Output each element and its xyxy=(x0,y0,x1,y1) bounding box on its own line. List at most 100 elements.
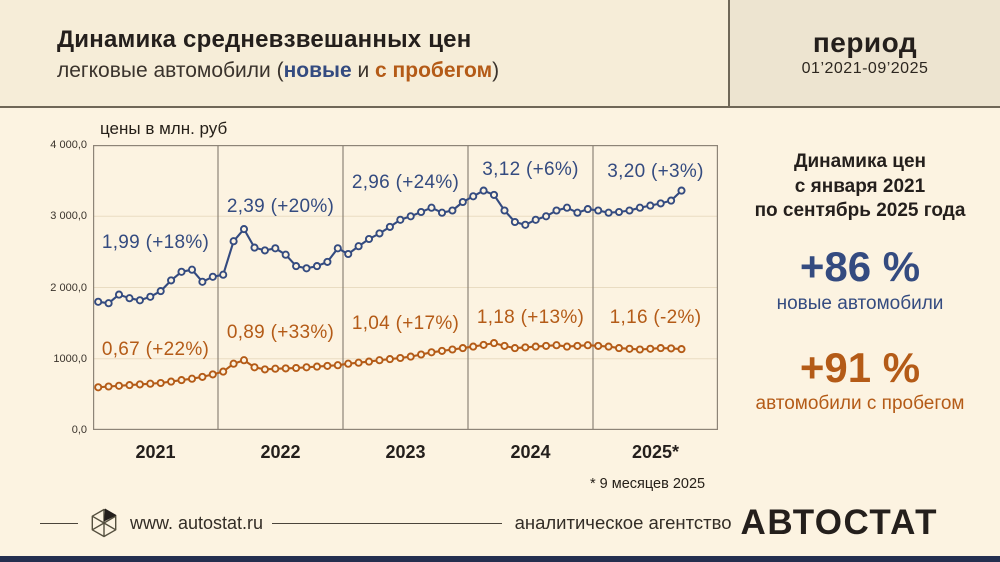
data-point-marker xyxy=(198,277,207,286)
data-point-marker xyxy=(250,363,259,372)
data-point-marker xyxy=(625,206,634,215)
data-point-marker xyxy=(364,234,374,244)
data-point-marker xyxy=(594,341,603,350)
data-point-marker xyxy=(146,292,155,301)
y-axis-tick-label: 1000,0 xyxy=(53,352,87,365)
yearly-average-annotation-new: 2,39 (+20%) xyxy=(226,196,335,217)
data-point-marker xyxy=(469,342,478,351)
page-subtitle: легковые автомобили (новые и с пробегом) xyxy=(57,59,728,83)
data-point-marker xyxy=(104,299,113,308)
data-point-marker xyxy=(281,250,290,259)
data-point-marker xyxy=(229,237,238,246)
brand-name: АВТОСТАТ xyxy=(740,503,938,542)
used-cars-growth-value: +91 % xyxy=(799,344,921,392)
data-point-marker xyxy=(385,355,394,364)
data-point-marker xyxy=(187,374,197,383)
data-point-marker xyxy=(531,342,540,351)
data-point-marker xyxy=(583,341,592,350)
data-point-marker xyxy=(167,276,176,285)
autostat-wheel-logo-icon xyxy=(91,508,117,538)
data-point-marker xyxy=(500,206,509,215)
data-point-marker xyxy=(114,381,124,390)
summary-heading-line1: Динамика цен xyxy=(793,151,927,172)
data-point-marker xyxy=(177,376,186,385)
data-point-marker xyxy=(146,379,155,388)
data-point-marker xyxy=(323,361,332,370)
data-point-marker xyxy=(354,358,363,367)
yearly-average-annotation-new: 3,12 (+6%) xyxy=(482,159,579,180)
data-point-marker xyxy=(427,348,436,357)
data-point-marker xyxy=(479,340,488,349)
data-point-marker xyxy=(260,246,269,255)
subtitle-new-highlight: новые xyxy=(283,58,352,82)
yearly-average-annotation-used: 1,18 (+13%) xyxy=(476,307,585,328)
data-point-marker xyxy=(635,345,644,354)
summary-panel: Динамика цен с января 2021 по сентябрь 2… xyxy=(728,150,992,415)
yearly-average-annotation-new: 2,96 (+24%) xyxy=(351,172,460,193)
data-point-marker xyxy=(292,262,301,271)
data-point-marker xyxy=(135,296,144,305)
data-point-marker xyxy=(469,192,478,201)
yearly-average-annotation-new: 3,20 (+3%) xyxy=(607,161,704,182)
yearly-average-annotation-used: 0,89 (+33%) xyxy=(226,322,335,343)
website-url: www. autostat.ru xyxy=(130,512,264,533)
period-box: период 01’2021-09’2025 xyxy=(728,0,1000,106)
data-point-marker xyxy=(312,262,322,271)
data-point-marker xyxy=(542,341,551,350)
data-point-marker xyxy=(573,341,582,350)
new-cars-growth-label: новые автомобили xyxy=(776,293,944,315)
data-point-marker xyxy=(677,186,686,195)
data-point-marker xyxy=(552,341,561,350)
period-label: период xyxy=(812,26,918,58)
data-point-marker xyxy=(417,207,426,217)
data-point-marker xyxy=(156,378,165,388)
footer: www. autostat.ru аналитическое агентство… xyxy=(0,502,1000,544)
data-point-marker xyxy=(177,267,186,276)
data-point-marker xyxy=(614,207,624,217)
data-point-marker xyxy=(583,205,592,214)
data-point-marker xyxy=(271,364,280,373)
data-point-marker xyxy=(448,345,457,354)
data-point-marker xyxy=(187,265,197,274)
data-point-marker xyxy=(458,344,467,353)
data-point-marker xyxy=(646,344,655,353)
data-point-marker xyxy=(656,199,665,208)
data-point-marker xyxy=(479,186,488,195)
data-point-marker xyxy=(302,363,311,372)
x-axis-year-label: 2023 xyxy=(385,442,426,462)
data-point-marker xyxy=(667,196,676,205)
data-point-marker xyxy=(333,361,342,370)
data-point-marker xyxy=(344,359,353,368)
chart-footnote: * 9 месяцев 2025 xyxy=(590,476,706,492)
subtitle-used-highlight: с пробегом xyxy=(375,58,493,82)
data-point-marker xyxy=(646,201,655,210)
y-axis-tick-label: 0,0 xyxy=(71,424,87,436)
y-axis-tick-label: 3 000,0 xyxy=(50,210,87,223)
agency-caption: аналитическое агентство xyxy=(514,512,732,533)
data-point-marker xyxy=(656,344,665,353)
data-point-marker xyxy=(281,364,290,373)
data-point-marker xyxy=(239,225,249,234)
data-point-marker xyxy=(594,206,603,215)
data-point-marker xyxy=(406,352,415,361)
yearly-average-annotation-used: 1,16 (-2%) xyxy=(609,307,702,328)
data-point-marker xyxy=(375,356,384,365)
data-point-marker xyxy=(562,203,572,212)
data-point-marker xyxy=(458,197,467,207)
data-point-marker xyxy=(510,217,519,227)
price-line-chart xyxy=(93,145,718,430)
data-point-marker xyxy=(229,359,238,368)
data-point-marker xyxy=(552,206,561,215)
data-point-marker xyxy=(208,272,217,281)
data-point-marker xyxy=(135,380,144,389)
data-point-marker xyxy=(354,242,363,251)
data-point-marker xyxy=(542,212,551,221)
period-value: 01’2021-09’2025 xyxy=(801,60,929,78)
x-axis-year-label: 2025* xyxy=(631,442,680,462)
data-point-marker xyxy=(292,363,301,373)
data-point-marker xyxy=(364,357,374,366)
chart-axis-title: цены в млн. руб xyxy=(100,119,228,138)
data-point-marker xyxy=(208,370,217,379)
data-point-marker xyxy=(260,365,269,374)
